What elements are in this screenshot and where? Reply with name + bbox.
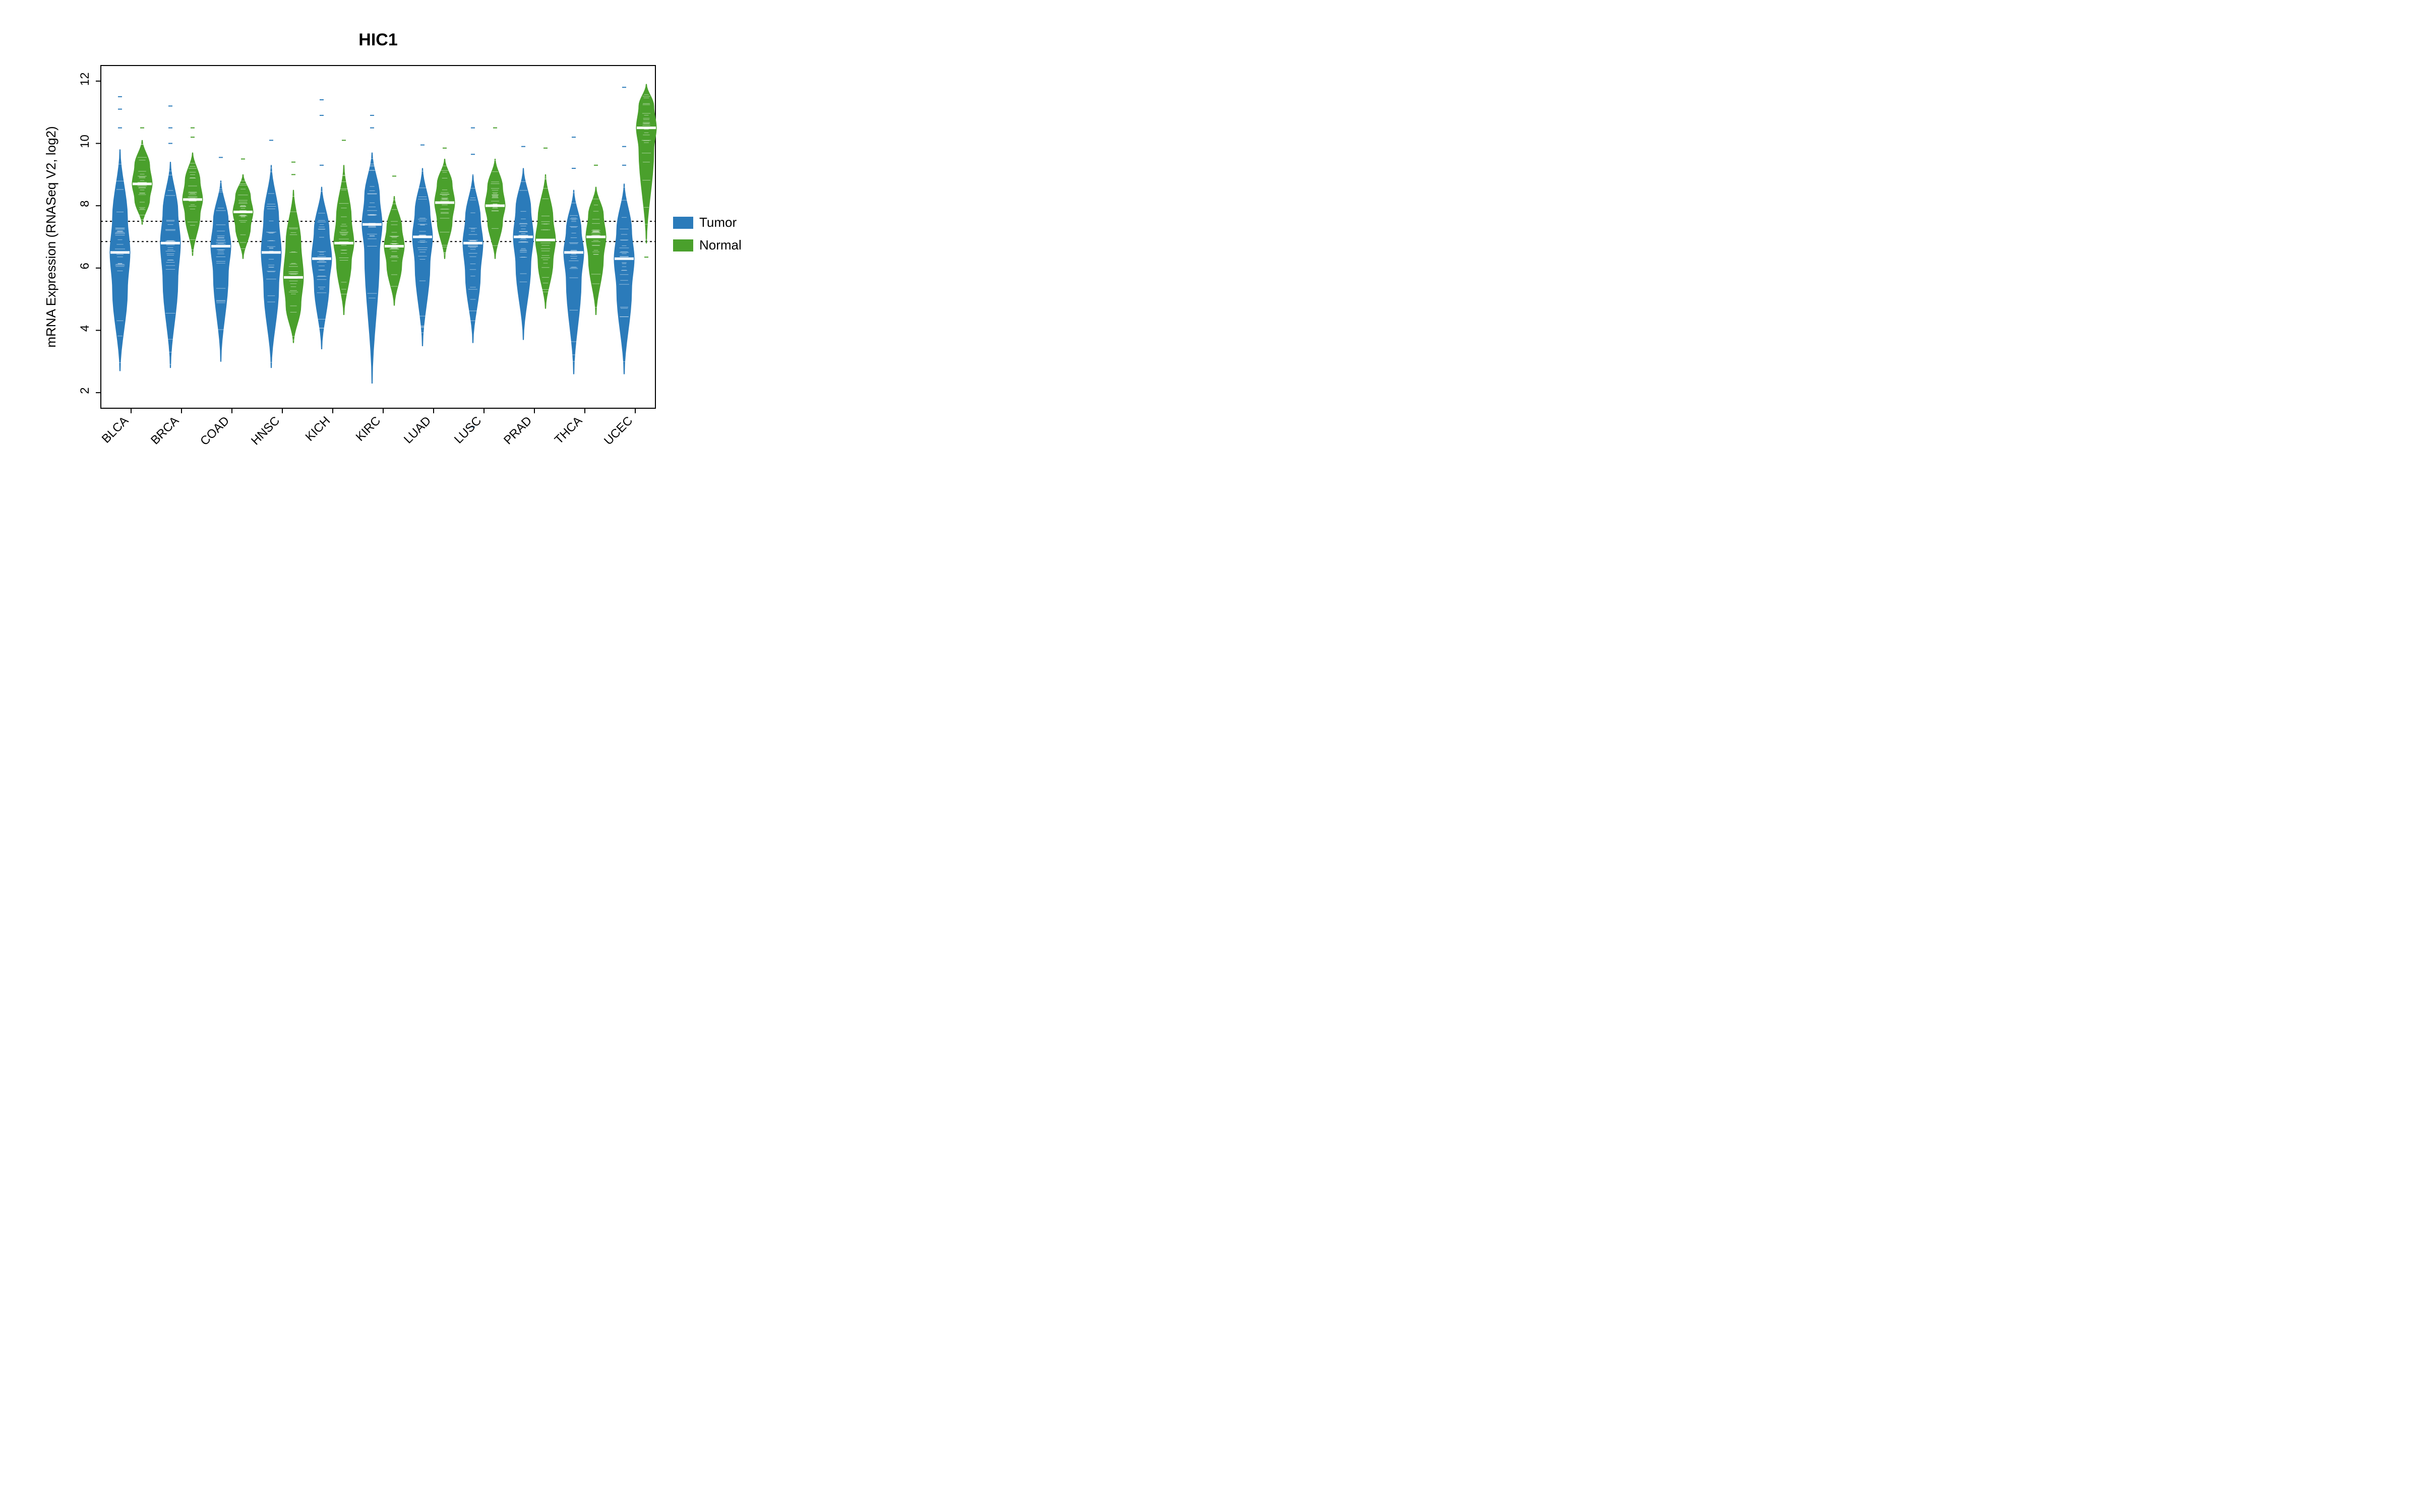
xtick-label: HNSC [249,414,282,448]
xtick-label: BLCA [99,414,131,446]
legend-swatch-normal [673,239,693,251]
violin-chart: HIC1 2 4 6 8 10 12 mRNA Expression (RNASeq V2, … [0,0,807,504]
chart-title: HIC1 [358,30,397,49]
ytick-label: 10 [78,135,92,148]
violin-tumor [614,184,634,374]
violin-normal [334,165,354,315]
xtick-label: KICH [303,414,333,444]
xtick-label: KIRC [353,414,384,444]
violin-tumor [412,168,433,346]
legend-swatch-tumor [673,217,693,229]
xtick-label: THCA [552,414,585,447]
ytick-label: 8 [78,201,92,207]
ytick-label: 2 [78,387,92,394]
violin-tumor [261,165,281,368]
xtick-label: COAD [198,414,232,448]
violin-tumor [110,150,130,371]
ytick-label: 12 [78,73,92,86]
violin-tumor [513,168,533,340]
violin-normal [586,187,606,314]
xtick-label: PRAD [501,414,534,447]
ytick-label: 6 [78,263,92,269]
violin-normal [636,84,656,243]
violin-normal [535,174,556,308]
xtick-label: LUSC [452,414,484,446]
violin-tumor [362,153,382,383]
legend-label-tumor: Tumor [699,215,737,230]
legend-label-normal: Normal [699,237,742,253]
xtick-label: UCEC [601,414,635,448]
ytick-label: 4 [78,325,92,332]
chart-container: { "chart": { "title": "HIC1", "title_fon… [0,0,807,504]
violin-tumor [160,162,180,368]
violin-tumor [312,187,332,349]
violin-tumor [564,190,584,374]
y-axis-label: mRNA Expression (RNASeq V2, log2) [43,126,58,347]
violin-normal [384,197,404,305]
xtick-label: LUAD [401,414,434,446]
violin-normal [485,159,505,259]
xtick-label: BRCA [148,414,182,447]
